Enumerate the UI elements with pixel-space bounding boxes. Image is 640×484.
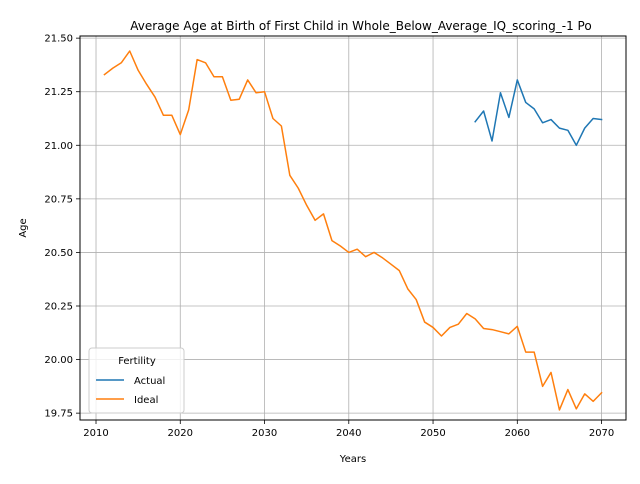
x-axis-ticks: 2010 2020 2030 2040 2050 2060 2070 xyxy=(83,420,614,439)
y-tick-label: 20.25 xyxy=(44,302,73,313)
legend-title: Fertility xyxy=(118,356,156,367)
y-tick-label: 20.75 xyxy=(44,194,73,205)
y-tick-label: 21.25 xyxy=(44,87,73,98)
series-lines xyxy=(103,50,603,411)
x-tick-label: 2010 xyxy=(83,428,108,439)
x-tick-label: 2030 xyxy=(252,428,277,439)
series-line-ideal xyxy=(103,50,603,411)
y-axis-ticks: 19.75 20.00 20.25 20.50 20.75 21.00 21.25 21.50 xyxy=(44,34,80,420)
legend-box xyxy=(88,347,185,414)
y-axis-label: Age xyxy=(18,218,29,237)
x-tick-label: 2070 xyxy=(589,428,614,439)
chart-title: Average Age at Birth of First Child in W… xyxy=(130,19,591,33)
x-axis-label: Years xyxy=(339,454,366,465)
x-tick-label: 2040 xyxy=(336,428,361,439)
y-tick-label: 19.75 xyxy=(44,409,73,420)
legend: Fertility Actual Ideal xyxy=(88,347,185,414)
y-tick-label: 21.00 xyxy=(44,141,73,152)
x-tick-label: 2020 xyxy=(168,428,193,439)
plot-frame xyxy=(79,35,627,421)
series-line-actual xyxy=(474,79,603,147)
legend-label-actual: Actual xyxy=(134,376,165,387)
x-tick-label: 2060 xyxy=(505,428,530,439)
y-tick-label: 20.00 xyxy=(44,355,73,366)
x-tick-label: 2050 xyxy=(420,428,445,439)
y-tick-label: 20.50 xyxy=(44,248,73,259)
legend-label-ideal: Ideal xyxy=(134,395,158,406)
y-tick-label: 21.50 xyxy=(44,34,73,45)
